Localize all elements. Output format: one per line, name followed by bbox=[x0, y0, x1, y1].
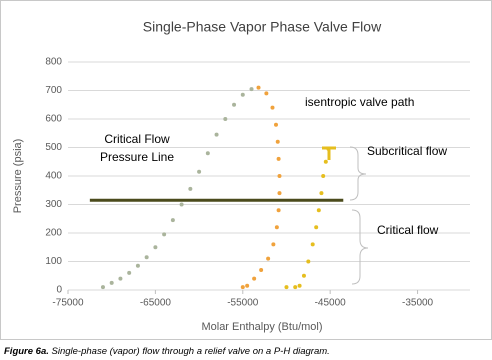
point bbox=[188, 186, 193, 191]
point bbox=[259, 268, 264, 273]
y-tick-label: 300 bbox=[45, 199, 62, 210]
chart-title: Single-Phase Vapor Phase Valve Flow bbox=[143, 19, 382, 35]
point bbox=[316, 208, 321, 213]
point bbox=[162, 232, 167, 237]
point bbox=[306, 259, 311, 264]
point bbox=[144, 255, 149, 260]
point bbox=[293, 285, 298, 290]
x-tick-label: -75000 bbox=[52, 298, 84, 309]
point bbox=[277, 174, 282, 178]
caption-text: Single-phase (vapor) flow through a reli… bbox=[52, 346, 330, 357]
point bbox=[275, 139, 280, 144]
point bbox=[273, 122, 278, 127]
grid: 0 100 200 300 400 500 600 700 800 -75000 -65000 -55… bbox=[45, 57, 470, 309]
x-tick-label: -55000 bbox=[227, 298, 259, 309]
point bbox=[276, 208, 281, 213]
point bbox=[205, 151, 210, 156]
point bbox=[301, 273, 306, 278]
y-tick-label: 600 bbox=[45, 114, 62, 125]
x-tick-label: -35000 bbox=[402, 298, 434, 309]
point bbox=[232, 102, 237, 107]
annotation: isentropic valve path bbox=[305, 95, 414, 109]
point bbox=[179, 202, 184, 207]
point bbox=[170, 218, 175, 223]
x-tick-label: -65000 bbox=[140, 298, 172, 309]
point bbox=[321, 174, 326, 178]
y-tick-label: 100 bbox=[45, 256, 62, 267]
point bbox=[276, 156, 281, 161]
y-tick-label: 400 bbox=[45, 171, 62, 182]
annotation: Subcritical flow bbox=[367, 144, 447, 158]
point bbox=[323, 159, 328, 164]
point bbox=[127, 270, 132, 275]
annotation: Critical flow bbox=[377, 223, 439, 237]
point bbox=[264, 91, 269, 96]
point bbox=[109, 280, 114, 285]
point bbox=[270, 105, 275, 110]
point bbox=[274, 225, 279, 230]
chart-border bbox=[0, 0, 492, 340]
point bbox=[135, 263, 140, 268]
point bbox=[277, 191, 282, 196]
point bbox=[197, 169, 202, 174]
brace bbox=[351, 209, 369, 285]
point bbox=[256, 85, 261, 90]
point bbox=[314, 225, 319, 230]
y-tick-label: 0 bbox=[56, 285, 62, 296]
point bbox=[297, 283, 302, 288]
annotation: Critical Flow bbox=[104, 132, 170, 146]
y-tick-label: 200 bbox=[45, 228, 62, 239]
point bbox=[284, 285, 289, 290]
point bbox=[310, 242, 315, 247]
y-tick-label: 800 bbox=[45, 57, 62, 68]
brace bbox=[349, 146, 367, 201]
plot-area bbox=[89, 85, 344, 290]
point bbox=[118, 276, 123, 281]
point bbox=[319, 191, 324, 196]
point bbox=[240, 92, 245, 97]
y-tick-label: 500 bbox=[45, 142, 62, 153]
annotation: Pressure Line bbox=[100, 150, 174, 164]
point bbox=[214, 132, 219, 137]
caption-label: Figure 6a. bbox=[4, 346, 49, 357]
y-axis-label: Pressure (psia) bbox=[12, 139, 24, 214]
y-tick-label: 700 bbox=[45, 85, 62, 96]
point bbox=[240, 285, 245, 290]
point bbox=[223, 117, 228, 121]
caption: Figure 6a. Single-phase (vapor) flow thr… bbox=[4, 346, 330, 357]
point bbox=[153, 245, 158, 250]
x-axis-label: Molar Enthalpy (Btu/mol) bbox=[201, 321, 322, 333]
point bbox=[271, 242, 276, 247]
point bbox=[100, 285, 105, 290]
point bbox=[252, 276, 257, 281]
point bbox=[249, 87, 254, 92]
point bbox=[266, 256, 271, 261]
x-tick-label: -45000 bbox=[315, 298, 347, 309]
point bbox=[245, 283, 250, 288]
